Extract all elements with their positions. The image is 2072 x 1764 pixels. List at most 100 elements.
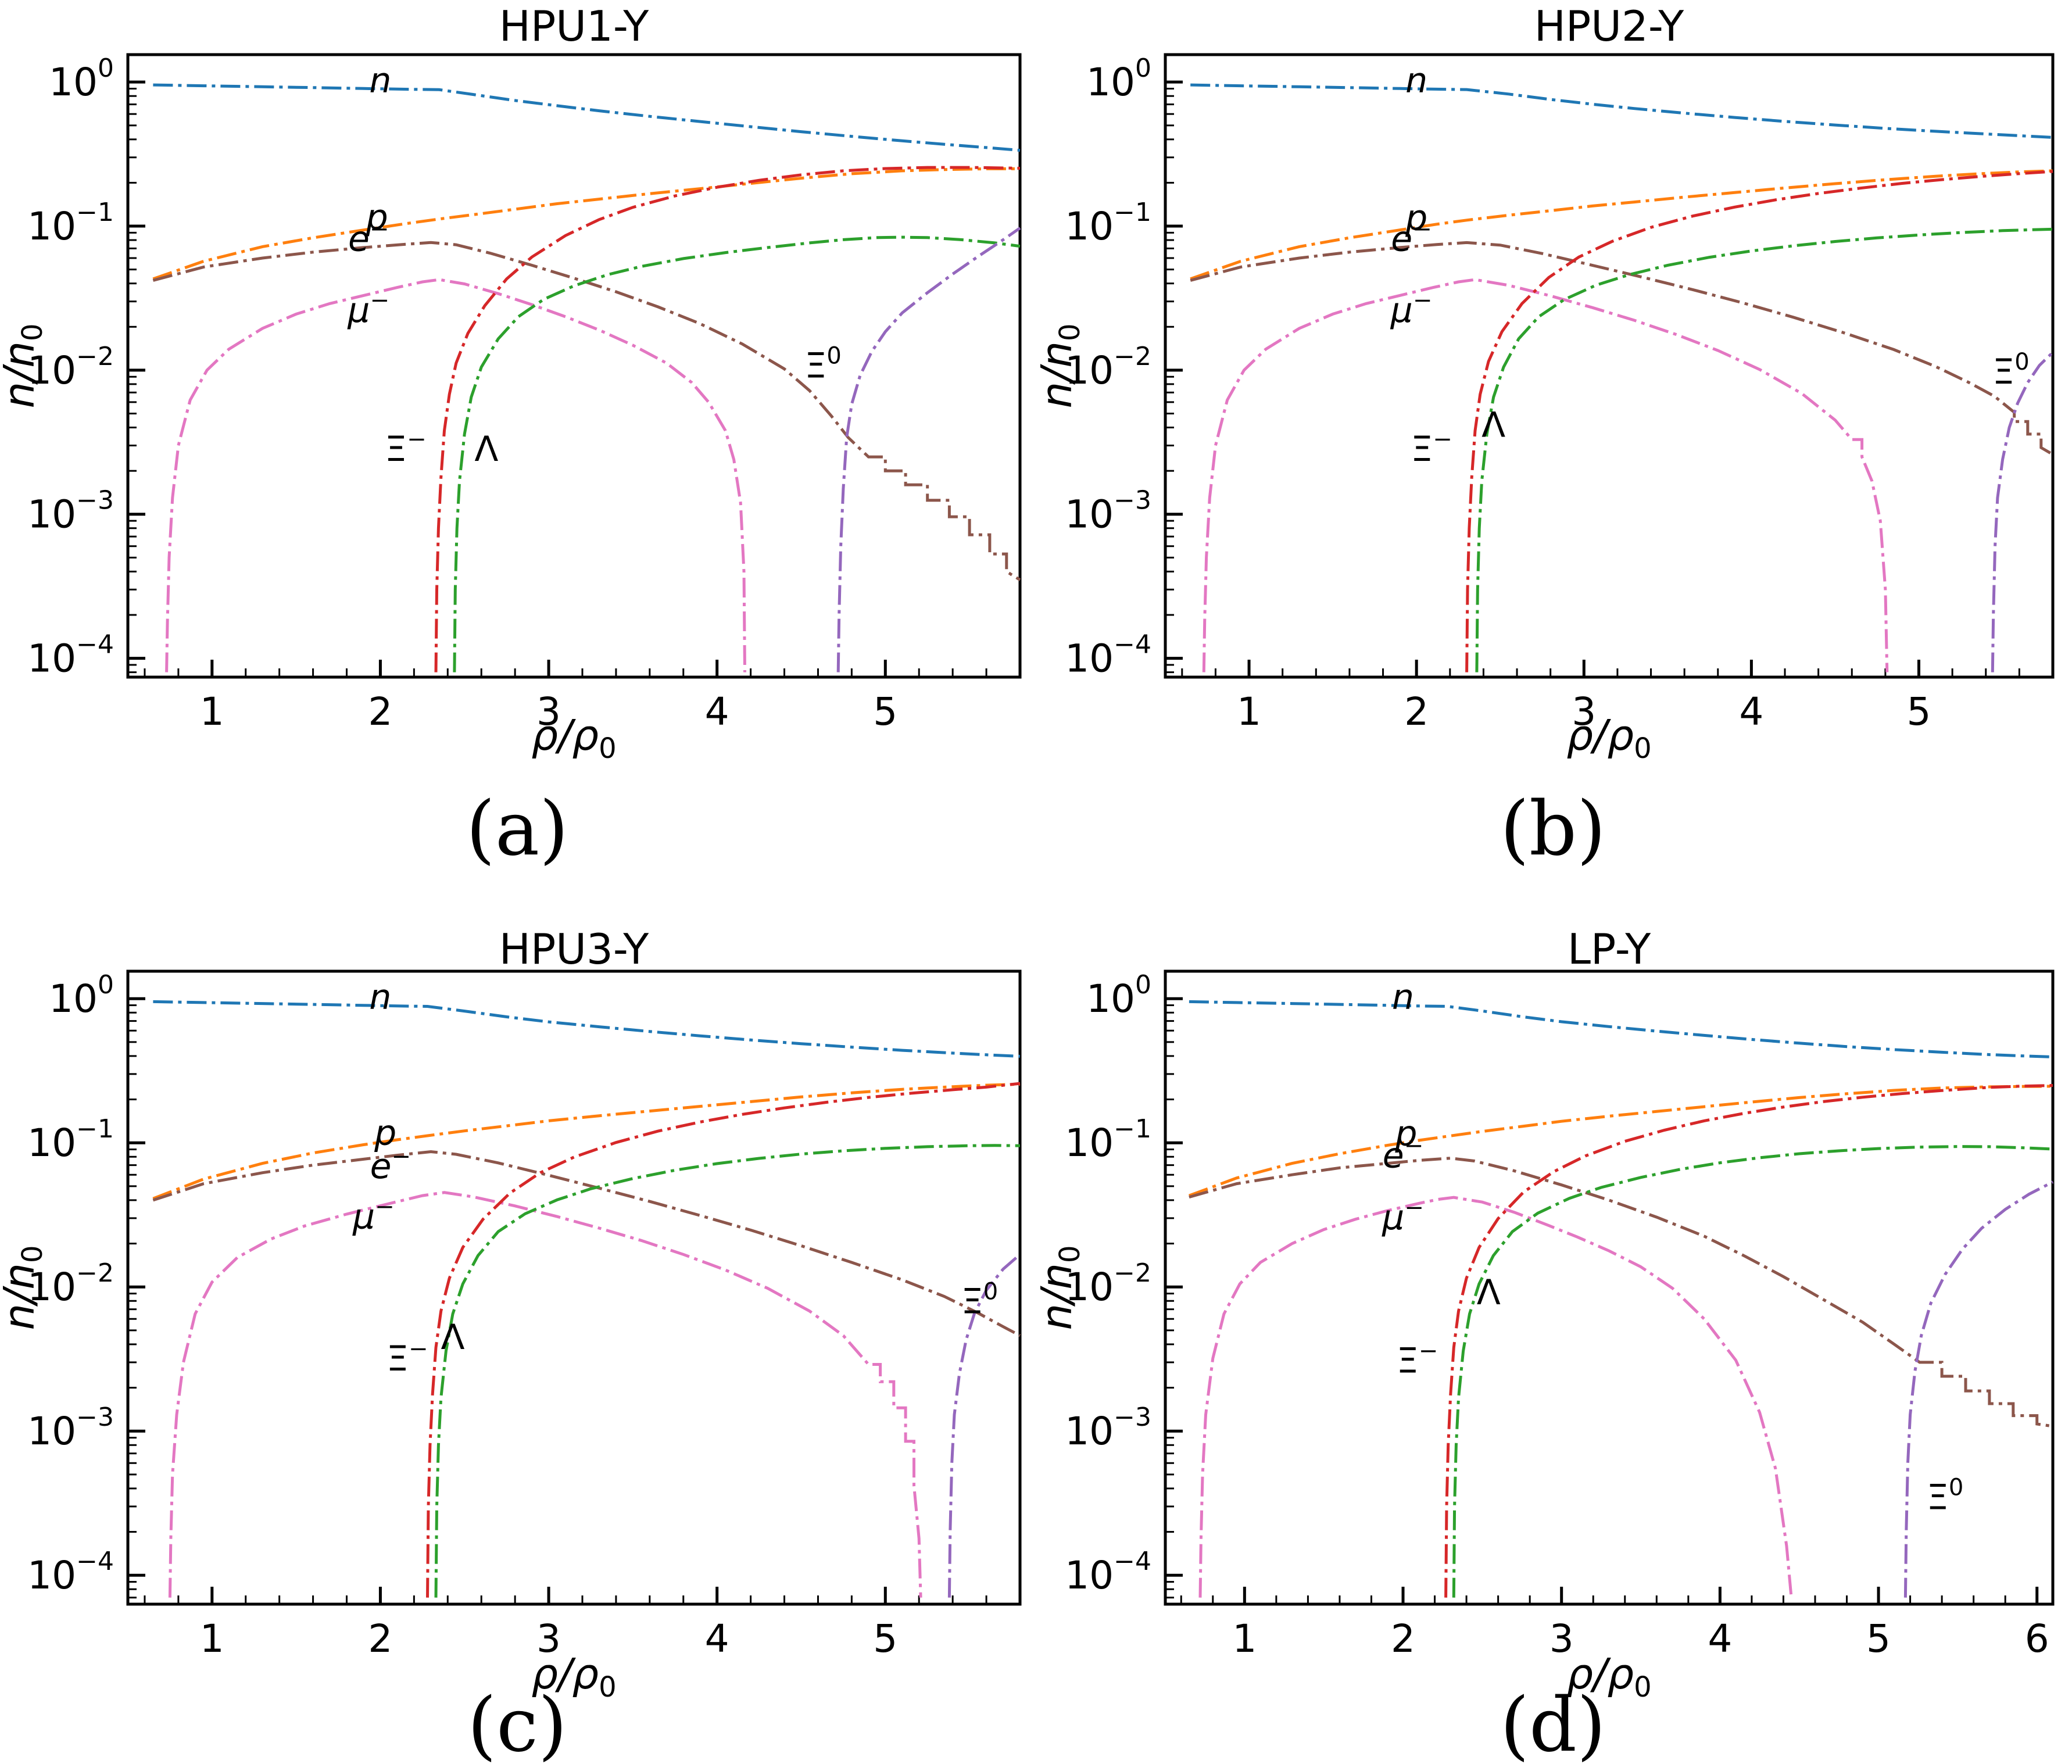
panel-a-series-neutron-label: n [369,60,391,101]
y-tick-label: 10−2 [1065,1258,1151,1309]
panel-c-series-lambda-label: Λ [441,1317,464,1358]
y-tick-label: 10−1 [1065,198,1151,249]
y-tick-label: 10−2 [27,342,114,393]
panel-b: 1 2 3 4 5 100 10−1 10−2 10−3 10−4 n pe− μ− Ξ− Λ Ξ0 HPU2-… [1032,2,2055,872]
panel-d-series-xi-minus-label: Ξ− [1397,1337,1438,1381]
x-tick-label: 4 [705,689,729,734]
panel-b-series-xi-minus-label: Ξ− [1411,426,1452,470]
panel-a-series-neutron-line [153,83,1021,152]
panel-b-title: HPU2-Y [1534,2,1685,51]
x-tick-label: 5 [1866,1616,1891,1661]
y-tick-label: 10−4 [1065,1547,1151,1598]
x-tick-label: 5 [873,689,897,734]
y-tick-label: 10−4 [27,630,114,681]
x-tick-label: 5 [873,1616,897,1661]
panel-b-series-electron-label: e− [1391,216,1432,259]
panel-d-xaxis-label: ρ/ρ0 [1566,1649,1651,1704]
panel-c-caption: (c) [467,1682,567,1764]
panel-d-series-proton-line [1189,1085,2053,1197]
y-tick-label: 100 [49,970,114,1021]
panel-b-series-proton-label: p [1405,198,1427,238]
y-tick-label: 10−1 [1065,1114,1151,1165]
x-tick-label: 2 [368,1616,392,1661]
panel-d-series-electron-line [1189,1157,2053,1428]
panel-b-series-lambda-line [1475,227,2053,672]
panel-a-series-electron-line [152,241,1021,581]
panel-c-series-neutron-line [153,1000,1021,1058]
y-tick-label: 10−1 [27,1114,114,1165]
x-tick-label: 1 [200,1616,224,1661]
panel-a-series-proton-line [152,167,1020,281]
panel-a-series-proton-label: p [366,197,388,238]
panel-b-series-neutron-line [1190,83,2053,139]
panel-d-series-lambda-line [1452,1145,2053,1598]
panel-b-xaxis-label: ρ/ρ0 [1566,711,1651,765]
panel-d-caption: (d) [1500,1682,1606,1764]
panel-d-yaxis-label: n/n0 [1032,1245,1086,1330]
panel-c-series-proton-line [152,1082,1021,1200]
panel-a-series-xi-minus-label: Ξ− [385,426,426,470]
panel-c-series-xi-minus-label: Ξ− [387,1336,428,1379]
panel-b-caption: (b) [1500,786,1606,872]
panel-c-series-xi-minus-line [426,1082,1021,1598]
panel-d-series-neutron-line [1189,1000,2053,1058]
panel-d-series-muon-label: μ− [1382,1194,1424,1238]
x-tick-label: 3 [536,689,561,734]
panel-a: 1 2 3 4 5 100 10−1 10−2 10−3 10−4 n pe− μ− Ξ− Λ Ξ0 HPU1-… [0,2,1022,872]
panel-a-caption: (a) [466,786,568,872]
panel-d: 1 2 3 4 5 6 100 10−1 10−2 10−3 10−4 n pe− μ− Ξ− Λ Ξ0 LP-Y… [1032,925,2055,1764]
x-tick-label: 1 [1237,689,1261,734]
panel-b-series-xi-zero-line [1991,351,2054,672]
x-tick-label: 1 [200,689,224,734]
panel-c-series-muon-label: μ− [352,1193,395,1237]
x-tick-label: 2 [368,689,392,734]
panel-b-series-lambda-label: Λ [1481,405,1505,445]
y-tick-label: 10−2 [27,1258,114,1309]
x-tick-label: 4 [1739,689,1763,734]
panel-d-series-neutron-label: n [1392,977,1414,1018]
panel-a-series-muon-label: μ− [347,287,389,331]
panel-b-series-neutron-label: n [1405,60,1427,101]
panel-b-series-muon-line [1202,278,1889,672]
panel-b-series-xi-zero-label: Ξ0 [1992,349,2029,392]
panel-b-series-electron-line [1190,241,2054,456]
panel-d-series-xi-minus-line [1444,1084,2053,1598]
y-tick-label: 10−3 [27,1402,114,1454]
panel-c-xaxis-label: ρ/ρ0 [531,1649,616,1704]
panel-b-series-muon-label: μ− [1390,287,1433,331]
y-tick-label: 100 [1086,53,1151,105]
panel-d-series-electron-label: e− [1383,1133,1423,1176]
panel-c-series-muon-line [168,1191,922,1598]
panel-c-series-proton-label: p [374,1112,396,1153]
x-tick-label: 3 [1572,689,1596,734]
panel-a-series-xi-zero-line [836,227,1021,672]
panel-b-spines [1164,53,2055,679]
y-tick-label: 10−3 [1065,1402,1151,1454]
panel-b-series-xi-minus-line [1465,170,2053,672]
panel-a-series-electron-label: e− [348,216,389,259]
panel-b-yaxis-label: n/n0 [1032,323,1086,408]
panel-a-series-xi-minus-line [434,166,1021,672]
y-tick-label: 100 [1086,970,1151,1021]
panel-c-title: HPU3-Y [499,925,650,974]
x-tick-label: 6 [2025,1616,2049,1661]
panel-d-series-xi-zero-label: Ξ0 [1927,1474,1963,1518]
y-tick-label: 10−1 [27,198,114,249]
panel-d-title: LP-Y [1568,925,1651,974]
panel-b-series-proton-line [1190,169,2053,281]
panel-d-series-xi-zero-line [1903,1180,2054,1598]
x-tick-label: 4 [1708,1616,1732,1661]
panel-d-series-muon-line [1198,1196,1793,1598]
panel-c-series-neutron-label: n [369,977,391,1018]
x-tick-label: 3 [1549,1616,1574,1661]
y-tick-label: 10−3 [27,486,114,537]
y-tick-label: 10−4 [1065,630,1151,681]
x-tick-label: 2 [1404,689,1429,734]
panel-a-title: HPU1-Y [499,2,650,51]
y-tick-label: 100 [49,53,114,105]
x-tick-label: 2 [1391,1616,1415,1661]
panel-a-series-xi-zero-label: Ξ0 [804,343,841,387]
